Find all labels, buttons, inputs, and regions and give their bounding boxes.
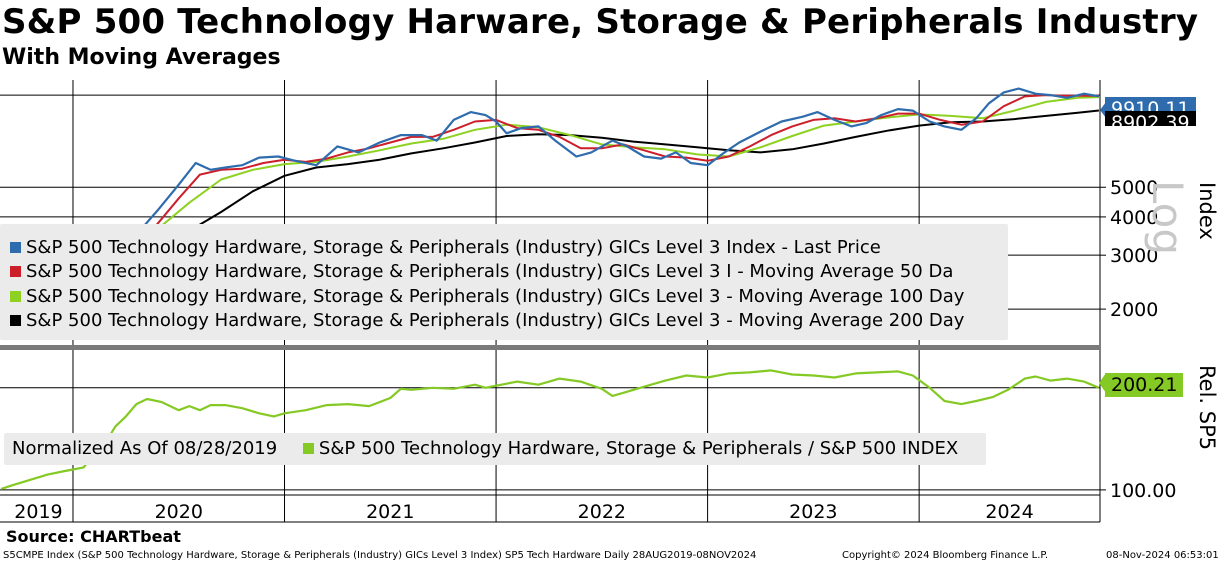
xtick-label-2024: 2024 [985,501,1033,523]
legend-swatch-ma50 [10,266,21,277]
legend-item-ma200: S&P 500 Technology Hardware, Storage & P… [10,309,964,333]
legend-item-price: S&P 500 Technology Hardware, Storage & P… [10,236,881,260]
chart-frame [0,80,1106,523]
upper-ytick-label-4000: 4000 [1110,207,1158,229]
xtick-label-2023: 2023 [789,501,837,523]
xtick-label-2020: 2020 [155,501,203,523]
legend-label-ma200: S&P 500 Technology Hardware, Storage & P… [26,310,965,331]
lower-axis-title: Rel. SP5 [1195,365,1219,450]
legend-label-price: S&P 500 Technology Hardware, Storage & P… [26,237,881,258]
upper-ytick-label-3000: 3000 [1110,245,1158,267]
chart-subtitle: With Moving Averages [2,45,281,70]
upper-axis-title: Index [1195,182,1219,240]
series-line-ma50 [0,94,1099,289]
legend-label-ma50: S&P 500 Technology Hardware, Storage & P… [26,261,954,282]
source-note: Source: CHARTbeat [6,527,181,546]
upper-legend: S&P 500 Technology Hardware, Storage & P… [0,224,1008,340]
legend-label-ma100: S&P 500 Technology Hardware, Storage & P… [26,286,965,307]
legend-label-relative: S&P 500 Technology Hardware, Storage & P… [318,438,959,459]
series-line-price [0,87,1100,284]
panel-separator [0,345,1100,350]
legend-item-ma50: S&P 500 Technology Hardware, Storage & P… [10,260,953,284]
lower-panel-grid [0,387,1106,491]
legend-item-ma100: S&P 500 Technology Hardware, Storage & P… [10,285,964,309]
log-scale-label: Log [1143,180,1192,255]
relative-last-tag: 200.21 [1105,373,1184,397]
legend-item-relative: Normalized As Of 08/28/2019 S&P 500 Tech… [12,437,958,461]
lower-ytick-label-100: 100.00 [1110,480,1176,502]
footer-description: S5CMPE Index (S&P 500 Technology Hardwar… [3,550,757,561]
legend-swatch-price [10,242,21,253]
series-line-relative [0,369,1100,490]
xtick-label-2021: 2021 [366,501,414,523]
last-price-pointer [1100,102,1106,118]
legend-swatch-ma100 [10,291,21,302]
footer-timestamp: 08-Nov-2024 06:53:01 [1106,550,1219,561]
xtick-label-2019: 2019 [14,501,62,523]
relative-pointer [1099,373,1106,393]
xtick-label-2022: 2022 [578,501,626,523]
upper-ytick-label-2000: 2000 [1110,299,1158,321]
ma200-last-tag: 8902.39 [1105,111,1196,126]
legend-normalized-note: Normalized As Of 08/28/2019 [12,438,278,459]
lower-panel-series [0,369,1100,490]
legend-swatch-relative [302,443,314,454]
upper-ytick-label-5000: 5000 [1110,177,1158,199]
chart-title: S&P 500 Technology Harware, Storage & Pe… [2,2,1199,42]
axis-labels: 2000 3000 4000 5000 100.00 2019 2020 2021 2022 20… [14,177,1219,523]
legend-swatch-ma200 [10,315,21,326]
lower-legend: Normalized As Of 08/28/2019 S&P 500 Tech… [4,433,986,465]
footer-copyright: Copyright© 2024 Bloomberg Finance L.P. [842,550,1049,561]
